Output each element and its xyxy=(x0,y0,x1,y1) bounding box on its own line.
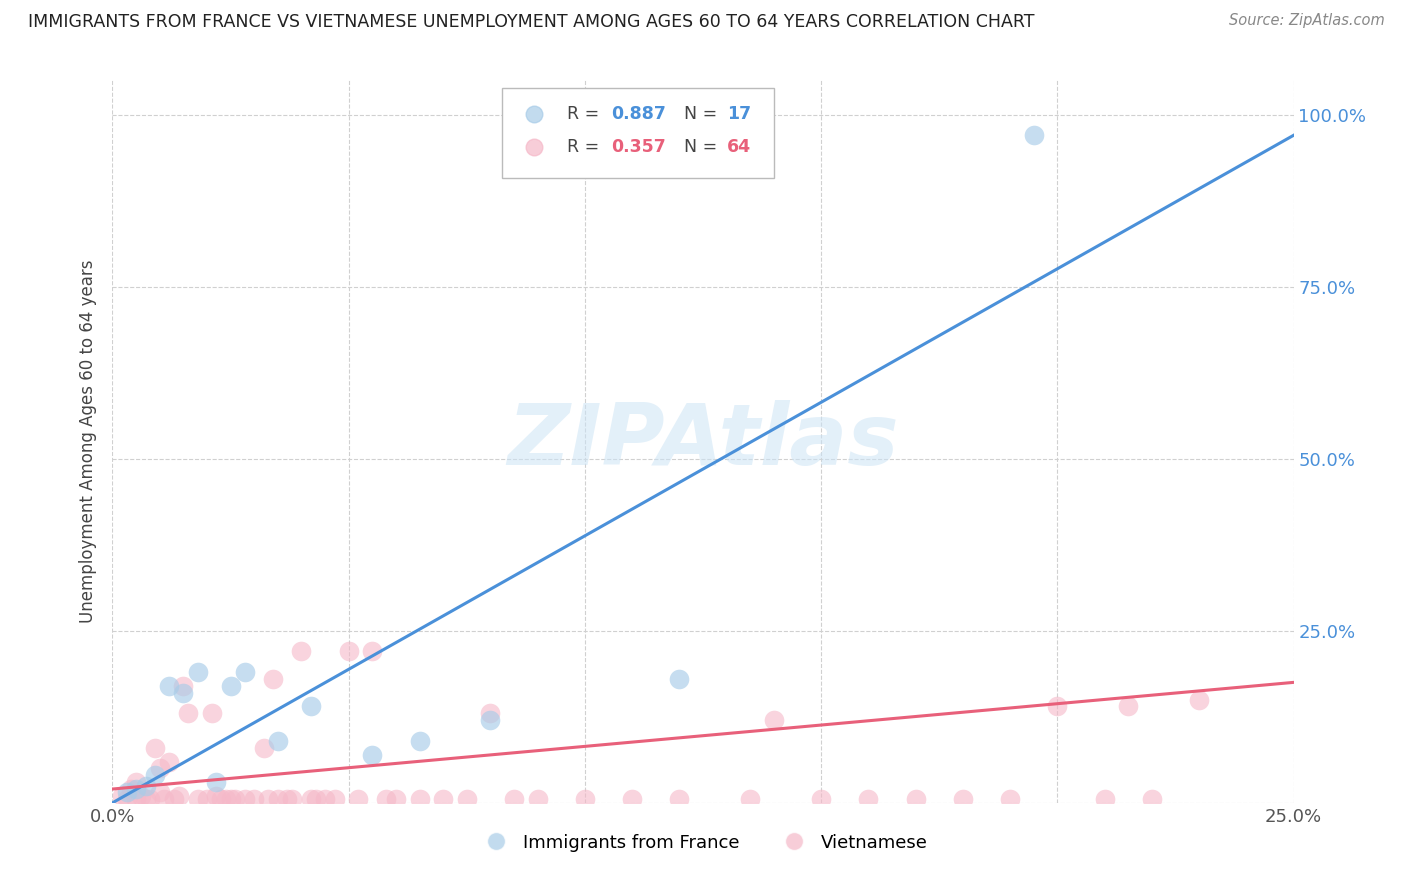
Text: R =: R = xyxy=(567,105,605,123)
Text: 0.887: 0.887 xyxy=(610,105,666,123)
Point xyxy=(135,779,157,793)
Point xyxy=(1116,699,1139,714)
Point xyxy=(143,740,166,755)
Point xyxy=(858,792,880,806)
Point xyxy=(904,792,927,806)
Point xyxy=(129,789,152,803)
Point xyxy=(323,792,346,806)
Point xyxy=(1188,692,1211,706)
Text: 64: 64 xyxy=(727,138,751,156)
Point xyxy=(139,792,162,806)
Text: ZIPAtlas: ZIPAtlas xyxy=(508,400,898,483)
Y-axis label: Unemployment Among Ages 60 to 64 years: Unemployment Among Ages 60 to 64 years xyxy=(79,260,97,624)
Point xyxy=(1094,792,1116,806)
Point xyxy=(186,792,208,806)
Point xyxy=(177,706,200,721)
Point xyxy=(385,792,408,806)
Point xyxy=(1140,792,1163,806)
Point xyxy=(299,699,322,714)
Point xyxy=(253,740,276,755)
Point xyxy=(299,792,322,806)
Point xyxy=(115,792,138,806)
Point xyxy=(668,792,690,806)
Point xyxy=(998,792,1021,806)
Point xyxy=(172,686,194,700)
Text: Source: ZipAtlas.com: Source: ZipAtlas.com xyxy=(1229,13,1385,29)
Point xyxy=(479,706,502,721)
Text: 0.357: 0.357 xyxy=(610,138,665,156)
FancyBboxPatch shape xyxy=(502,87,773,178)
Point xyxy=(337,644,360,658)
Point xyxy=(281,792,304,806)
Point xyxy=(762,713,785,727)
Point xyxy=(209,792,232,806)
Point xyxy=(125,775,148,789)
Text: N =: N = xyxy=(673,105,723,123)
Point xyxy=(375,792,398,806)
Point xyxy=(163,792,186,806)
Point xyxy=(125,792,148,806)
Point xyxy=(219,679,242,693)
Point xyxy=(149,761,172,775)
Point xyxy=(219,792,242,806)
Point xyxy=(157,755,180,769)
Point xyxy=(276,792,298,806)
Point xyxy=(120,782,142,797)
Point xyxy=(290,644,312,658)
Point xyxy=(262,672,284,686)
Point xyxy=(172,679,194,693)
Point xyxy=(267,734,290,748)
Point xyxy=(408,792,430,806)
Point xyxy=(1022,128,1045,143)
Point xyxy=(233,665,256,679)
Point xyxy=(526,792,548,806)
Point xyxy=(479,713,502,727)
Point xyxy=(361,644,384,658)
Point xyxy=(740,792,762,806)
Point xyxy=(125,782,148,797)
Point xyxy=(195,792,218,806)
Point xyxy=(157,679,180,693)
Point xyxy=(952,792,974,806)
Point xyxy=(668,672,690,686)
Point xyxy=(432,792,454,806)
Point xyxy=(115,785,138,799)
Point xyxy=(347,792,370,806)
Point xyxy=(186,665,208,679)
Point xyxy=(167,789,190,803)
Text: 17: 17 xyxy=(727,105,751,123)
Legend: Immigrants from France, Vietnamese: Immigrants from France, Vietnamese xyxy=(471,826,935,859)
Point xyxy=(111,789,134,803)
Point xyxy=(224,792,246,806)
Point xyxy=(574,792,596,806)
Text: R =: R = xyxy=(567,138,605,156)
Point xyxy=(408,734,430,748)
Point xyxy=(201,706,224,721)
Point xyxy=(503,792,526,806)
Point xyxy=(135,792,157,806)
Text: IMMIGRANTS FROM FRANCE VS VIETNAMESE UNEMPLOYMENT AMONG AGES 60 TO 64 YEARS CORR: IMMIGRANTS FROM FRANCE VS VIETNAMESE UNE… xyxy=(28,13,1035,31)
Point xyxy=(621,792,644,806)
Point xyxy=(149,785,172,799)
Point xyxy=(314,792,336,806)
Point xyxy=(143,768,166,782)
Point xyxy=(304,792,326,806)
Point xyxy=(153,792,176,806)
Point xyxy=(243,792,266,806)
Point xyxy=(215,792,238,806)
Point xyxy=(456,792,478,806)
Point xyxy=(233,792,256,806)
Point xyxy=(257,792,280,806)
Point xyxy=(1046,699,1069,714)
Point xyxy=(205,775,228,789)
Text: N =: N = xyxy=(673,138,723,156)
Point xyxy=(361,747,384,762)
Point xyxy=(810,792,832,806)
Point xyxy=(267,792,290,806)
Point xyxy=(205,789,228,803)
